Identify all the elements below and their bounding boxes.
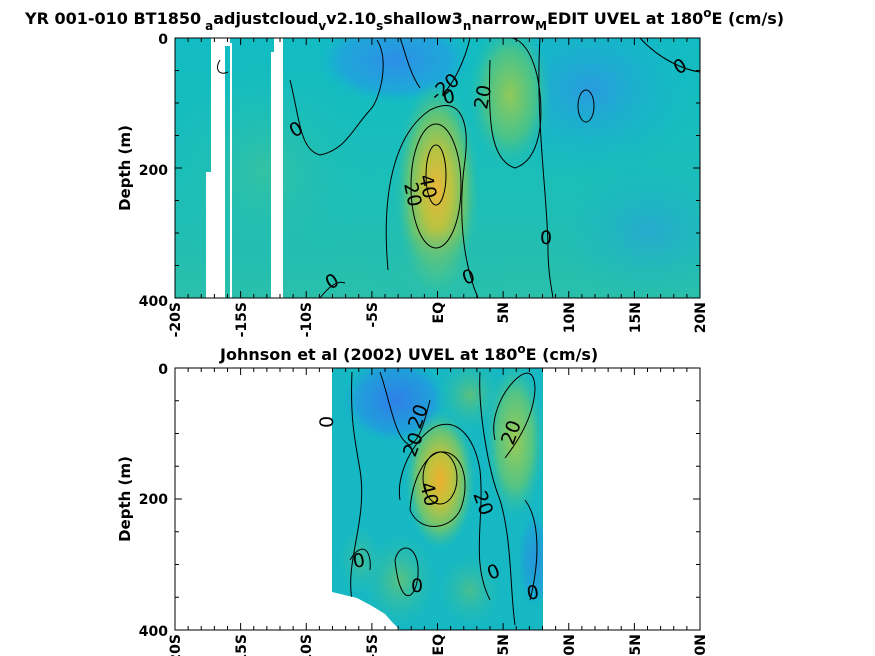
chart-title-1: YR 001-010 BT1850 aadjustcloudvv2.10sshal…	[24, 6, 784, 33]
x-tick-label: -10S	[299, 634, 315, 656]
chart-title-2: Johnson et al (2002) UVEL at 180oE (cm/s…	[219, 342, 598, 364]
x-tick-label: 15N	[628, 634, 644, 656]
contour-label: 0	[316, 416, 338, 428]
x-tick-label: 5N	[496, 634, 512, 655]
y-tick-label: 400	[139, 624, 168, 640]
y-tick-label: 400	[139, 294, 168, 310]
contour-label: 0	[351, 549, 367, 573]
x-tick-label: -5S	[365, 634, 381, 656]
y-tick-label: 200	[139, 163, 168, 179]
panel-1-x-ticklabels: -20S -15S -10S -5S EQ 5N 10N 15N 20N	[168, 302, 709, 337]
x-tick-label: 15N	[628, 302, 644, 333]
x-tick-label: -20S	[168, 302, 184, 337]
x-tick-label: EQ	[431, 302, 447, 324]
svg-text:Johnson et al (2002) UVEL at 1: Johnson et al (2002) UVEL at 180oE (cm/s…	[219, 342, 598, 364]
x-tick-label: 20N	[693, 634, 709, 656]
x-tick-label: EQ	[431, 634, 447, 656]
y-tick-label: 0	[158, 32, 168, 48]
y-tick-label: 200	[139, 492, 168, 508]
contour-label: 0	[411, 575, 423, 597]
panel-2-axes	[174, 367, 701, 631]
contour-label: 40	[414, 172, 441, 200]
panel-1-tick-marks	[174, 37, 701, 299]
panel-2-y-axis-label: Depth (m)	[116, 456, 134, 542]
contour-label: 20	[470, 83, 496, 111]
panel-1-axes	[174, 37, 701, 299]
panel-1-y-ticklabels: 0 200 400	[139, 32, 168, 310]
x-tick-label: -15S	[234, 634, 250, 656]
x-tick-label: -15S	[234, 302, 250, 337]
contour-label: 0	[441, 85, 457, 109]
panel-2-field	[332, 368, 543, 630]
x-tick-label: -20S	[168, 634, 184, 656]
panel-2-x-ticklabels: -20S -15S -10S -5S EQ 5N 10N 15N 20N	[168, 634, 709, 656]
x-tick-label: -10S	[299, 302, 315, 337]
x-tick-label: 5N	[496, 302, 512, 323]
x-tick-label: 20N	[693, 302, 709, 333]
contour-label: 0	[525, 581, 541, 605]
panel-2-y-ticklabels: 0 200 400	[139, 362, 168, 640]
panel-2-tick-marks	[174, 367, 701, 631]
y-tick-label: 0	[158, 362, 168, 378]
panel-1-y-axis-label: Depth (m)	[116, 125, 134, 211]
panel-1-field	[175, 38, 700, 298]
contour-label: 0	[540, 227, 552, 249]
x-tick-label: -5S	[365, 302, 381, 328]
x-tick-label: 10N	[562, 634, 578, 656]
contour-label: 20	[399, 180, 426, 208]
x-tick-label: 10N	[562, 302, 578, 333]
